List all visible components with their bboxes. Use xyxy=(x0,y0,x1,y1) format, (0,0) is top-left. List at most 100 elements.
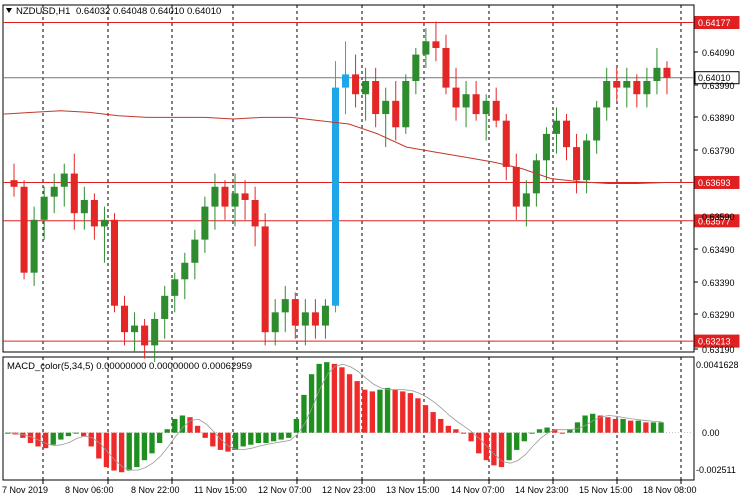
macd-bar xyxy=(217,432,224,450)
macd-bar xyxy=(202,432,208,438)
macd-bar xyxy=(453,429,459,433)
macd-bar xyxy=(559,432,565,434)
macd-bar xyxy=(590,413,596,433)
macd-bar xyxy=(263,432,269,444)
candle-body xyxy=(492,100,500,121)
macd-bar xyxy=(240,432,246,447)
candle-body xyxy=(211,186,219,207)
macd-bar xyxy=(612,418,619,433)
macd-bar xyxy=(582,415,588,433)
candle-body xyxy=(191,239,199,263)
candle-body xyxy=(311,312,319,326)
candle-body xyxy=(70,173,78,214)
candle-body xyxy=(30,219,38,273)
level-tag-text: 0.64177 xyxy=(698,18,731,28)
macd-bar xyxy=(96,432,102,459)
macd-bar xyxy=(187,417,193,433)
candle-body xyxy=(362,81,370,95)
time-label: 14 Nov 07:00 xyxy=(451,485,505,495)
macd-bar xyxy=(210,432,216,447)
candle-body xyxy=(352,74,360,95)
macd-bar xyxy=(628,420,634,433)
time-axis: 7 Nov 2019 8 Nov 06:00 8 Nov 22:00 11 No… xyxy=(2,485,697,495)
macd-bar xyxy=(506,432,512,461)
candle-body xyxy=(542,133,550,161)
dropdown-triangle-icon[interactable] xyxy=(6,8,12,13)
price-label: 0.63590 xyxy=(702,212,735,222)
macd-bar xyxy=(597,415,603,433)
macd-bar xyxy=(278,432,284,440)
macd-bar xyxy=(225,432,231,452)
macd-bar xyxy=(567,429,573,433)
time-label: 15 Nov 15:00 xyxy=(579,485,633,495)
level-tag xyxy=(694,334,740,348)
macd-bar xyxy=(149,432,155,454)
macd-bar xyxy=(164,429,170,433)
macd-bar xyxy=(460,432,467,434)
macd-bar xyxy=(498,432,505,468)
macd-bar xyxy=(134,432,140,468)
price-pane-frame xyxy=(2,4,695,353)
candle-body xyxy=(321,305,329,326)
macd-bar xyxy=(635,420,641,433)
candle-body xyxy=(573,147,581,181)
candle-body xyxy=(181,262,189,280)
macd-bar xyxy=(392,389,398,433)
level-tag xyxy=(694,175,740,189)
macd-bar xyxy=(248,432,254,445)
candle-body xyxy=(442,47,450,88)
candle-body xyxy=(110,219,118,306)
candle-body xyxy=(271,312,279,333)
price-label: 0.63990 xyxy=(702,81,735,91)
price-axis: 0.64090 0.63990 0.63890 0.63790 0.63590 … xyxy=(702,48,735,355)
macd-bar xyxy=(491,432,497,466)
candle-body xyxy=(100,219,108,227)
macd-bar xyxy=(384,387,391,433)
macd-bar xyxy=(544,427,550,433)
macd-axis: 0.0041628 0.00 -0.002511 xyxy=(696,360,739,475)
candle-body xyxy=(512,166,520,207)
candle-body xyxy=(231,193,239,207)
macd-axis-label: 0.0041628 xyxy=(696,360,739,370)
macd-bar xyxy=(430,412,436,433)
candle-body xyxy=(653,67,661,82)
level-tag-text: 0.63693 xyxy=(698,178,731,188)
macd-bar xyxy=(369,391,376,433)
candle-body xyxy=(452,87,460,108)
candle-body xyxy=(623,81,631,88)
candle-body xyxy=(171,279,179,296)
candle-body xyxy=(552,120,560,134)
macd-bar xyxy=(118,432,125,473)
candle-body xyxy=(663,67,671,78)
macd-bar xyxy=(552,429,558,433)
macd-bar xyxy=(377,389,383,433)
time-label: 11 Nov 15:00 xyxy=(194,485,247,495)
candle-body xyxy=(563,120,571,148)
macd-bar xyxy=(126,432,132,471)
candle-body xyxy=(141,325,149,346)
macd-bar xyxy=(415,398,421,433)
candle-body xyxy=(593,107,601,141)
macd-bar xyxy=(658,422,664,433)
price-label: 0.63290 xyxy=(702,310,735,320)
ohlc-values: 0.64032 0.64048 0.64010 0.64010 xyxy=(76,6,221,17)
time-label: 12 Nov 07:00 xyxy=(258,485,312,495)
candle-body xyxy=(482,100,490,115)
candle-body xyxy=(291,299,299,326)
time-label: 7 Nov 2019 xyxy=(2,485,48,495)
macd-bar xyxy=(605,417,611,433)
macd-bar xyxy=(301,394,307,433)
macd-bar xyxy=(362,389,368,433)
candle-body xyxy=(412,54,420,82)
macd-bar xyxy=(643,422,649,433)
macd-bar xyxy=(286,432,292,438)
macd-bar xyxy=(27,432,34,444)
candle-body xyxy=(382,100,390,115)
candle-body xyxy=(80,199,88,214)
symbol-label: NZDUSD,H1 xyxy=(16,6,70,17)
macd-bar xyxy=(172,418,178,433)
candle-body xyxy=(201,206,209,240)
price-label: 0.63490 xyxy=(702,245,735,255)
